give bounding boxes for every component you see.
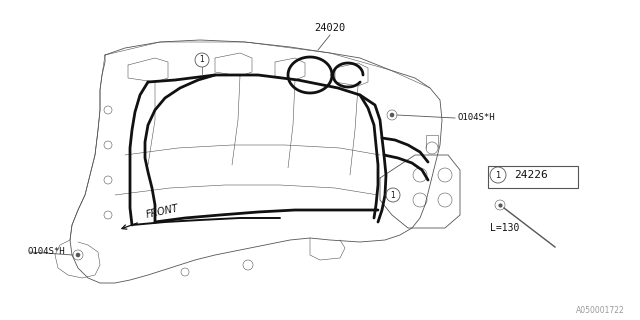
Text: 1: 1 xyxy=(495,171,500,180)
Text: O104S*H: O104S*H xyxy=(28,247,66,257)
Text: 1: 1 xyxy=(390,190,396,199)
Circle shape xyxy=(390,113,394,117)
Text: L=130: L=130 xyxy=(490,223,520,233)
Circle shape xyxy=(76,253,80,257)
Text: 1: 1 xyxy=(200,55,204,65)
Text: A050001722: A050001722 xyxy=(576,306,625,315)
Text: FRONT: FRONT xyxy=(145,203,180,220)
Text: 24226: 24226 xyxy=(514,170,548,180)
FancyBboxPatch shape xyxy=(488,166,578,188)
Text: O104S*H: O104S*H xyxy=(457,114,495,123)
Text: 24020: 24020 xyxy=(314,23,346,33)
